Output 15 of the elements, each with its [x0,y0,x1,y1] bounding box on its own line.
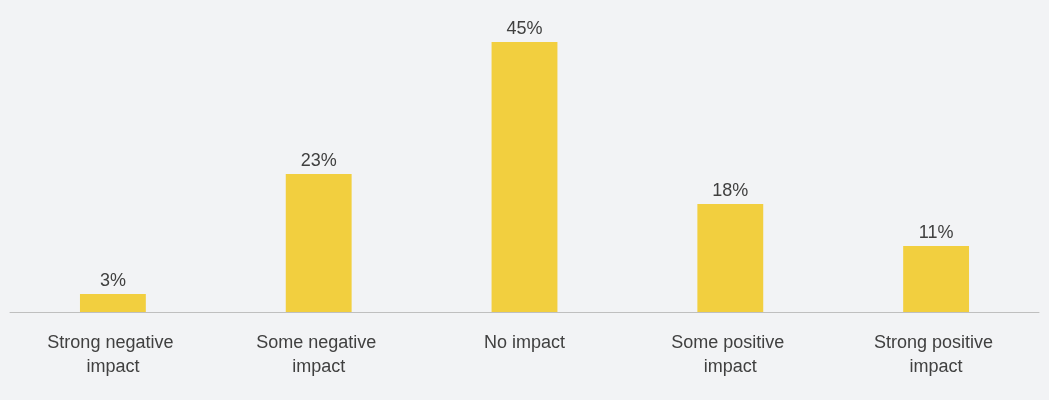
data-label: 45% [506,18,543,38]
data-label: 3% [99,270,126,290]
x-tick-label: Some positive impact [671,332,790,376]
bar [79,294,146,312]
bar [285,174,352,312]
x-tick-label: Strong positive impact [874,332,999,376]
data-label: 11% [918,222,954,242]
bar [903,246,970,312]
x-tick-label: Some negative impact [256,332,382,376]
x-tick-label: No impact [483,332,566,352]
bar [491,42,558,312]
bar [697,204,764,312]
x-tick-label: Strong negative impact [47,332,179,376]
data-label: 18% [712,180,749,200]
data-label: 23% [300,150,337,170]
